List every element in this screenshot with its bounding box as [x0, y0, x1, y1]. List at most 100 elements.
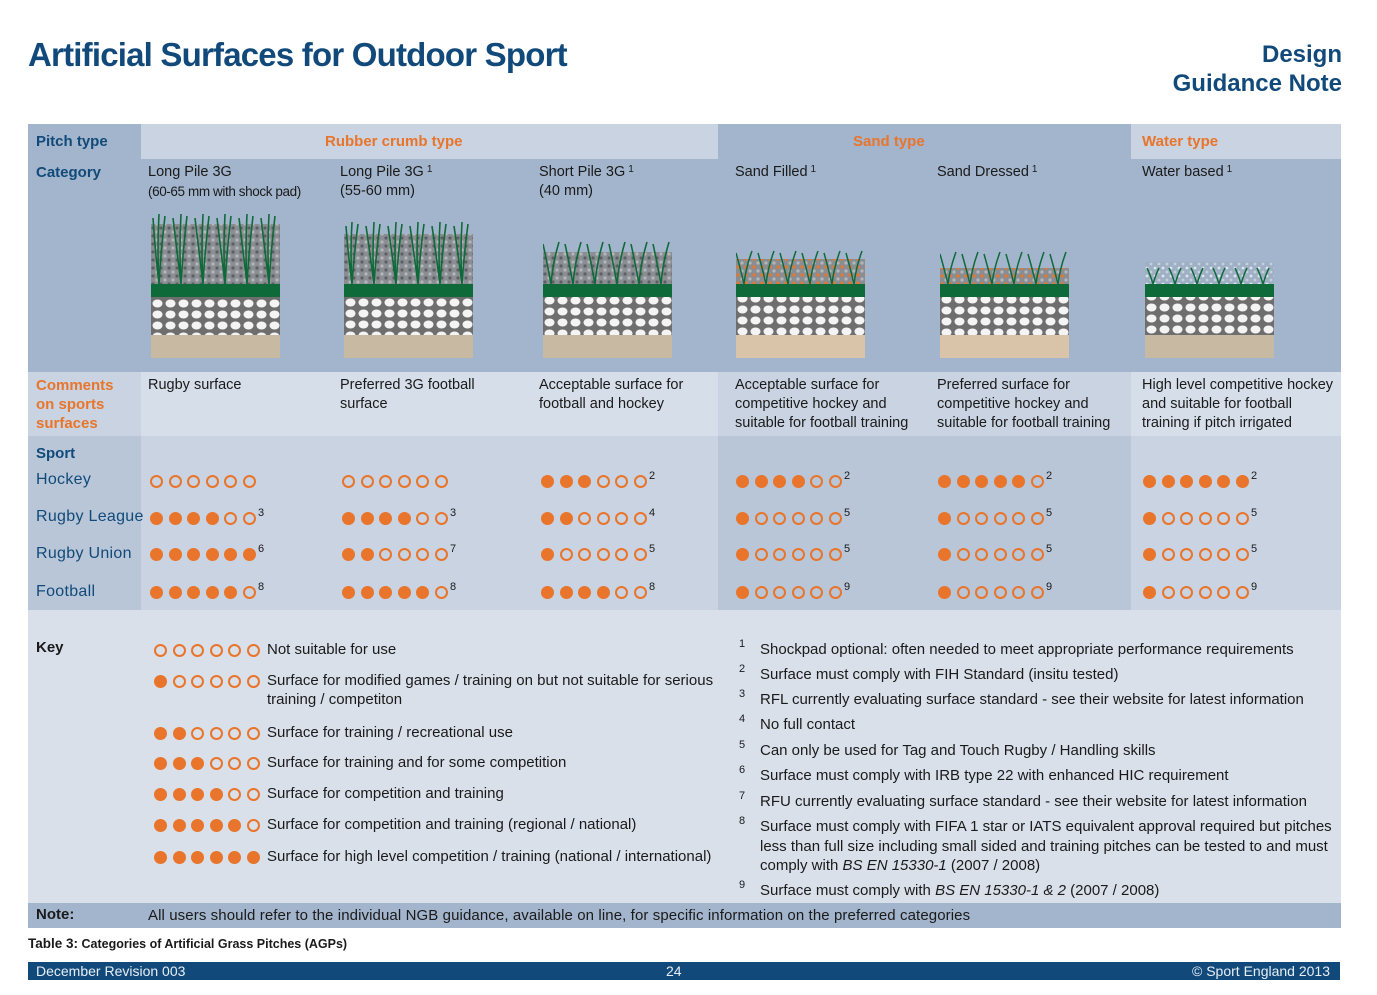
rating-cell: 5: [1143, 507, 1258, 526]
category-name: Sand Filled: [735, 164, 808, 180]
rating-dot-empty: [1030, 547, 1044, 561]
category-heading-2: Long Pile 3G 1 (55-60 mm): [340, 163, 432, 201]
category-footnote-ref: 1: [1031, 164, 1038, 175]
rating-dot-filled: [379, 511, 392, 525]
rating-dot-empty: [1030, 511, 1044, 525]
rating-dot-empty: [754, 511, 768, 525]
rating-dot-filled: [342, 585, 355, 599]
rating-dot-filled: [541, 511, 554, 525]
rating-dot-empty: [360, 474, 374, 488]
rating-dot-empty: [228, 756, 241, 770]
rating-dot-empty: [993, 547, 1007, 561]
sport-rows-bg-left: [28, 436, 141, 610]
rating-dot-empty: [956, 511, 970, 525]
rating-dot-filled: [209, 787, 223, 801]
footnote-text: No full contact: [760, 716, 856, 733]
footnote-number: 2: [739, 663, 746, 675]
rating-dot-filled: [172, 726, 186, 740]
rating-dot-empty: [172, 643, 186, 657]
rating-dot-filled: [168, 585, 182, 599]
rating-dot-filled: [172, 756, 186, 770]
rating-dot-empty: [1012, 547, 1025, 561]
rating-dot-empty: [828, 585, 842, 599]
rating-dot-empty: [1012, 511, 1025, 525]
rating-dot-filled: [938, 474, 951, 488]
rating-cell: 5: [938, 507, 1053, 526]
rating-cell: 8: [541, 581, 655, 600]
rating-dot-filled: [1217, 474, 1230, 488]
rating-cell: 2: [938, 470, 1052, 489]
rating-dot-filled: [154, 787, 167, 801]
rating-footnote-ref: 8: [258, 581, 265, 593]
note-bar: Note: All users should refer to the indi…: [28, 903, 1341, 928]
rating-dot-filled: [1180, 474, 1193, 488]
rating-dot-filled: [172, 818, 186, 832]
page-number: 24: [666, 963, 682, 979]
rating-dot-filled: [938, 547, 951, 561]
caption-text: Categories of Artificial Grass Pitches (…: [78, 937, 348, 951]
rating-cell: [342, 473, 453, 489]
rating-dot-empty: [379, 474, 392, 488]
rating-dot-filled: [187, 547, 200, 561]
rating-dot-empty: [791, 511, 805, 525]
rating-dot-filled: [228, 850, 241, 864]
rating-dot-empty: [975, 511, 988, 525]
rating-dot-filled: [541, 585, 554, 599]
rating-dot-empty: [224, 474, 237, 488]
rating-dot-empty: [434, 547, 448, 561]
rating-cell: 6: [150, 543, 264, 562]
footnote-number: 7: [739, 790, 746, 802]
rating-cell: 9: [1143, 581, 1257, 600]
category-heading-1: Long Pile 3G (60-65 mm with shock pad): [148, 163, 301, 202]
sport-rugby-league: Rugby League: [36, 508, 144, 525]
rating-dot-filled: [736, 474, 749, 488]
rating-dot-empty: [791, 585, 805, 599]
rating-dot-filled: [172, 850, 186, 864]
footnote-text: Surface must comply with FIFA 1 star or …: [760, 818, 1332, 874]
rating-dot-empty: [242, 511, 256, 525]
footnote-number: 1: [739, 638, 746, 650]
key-rating: [154, 673, 265, 689]
rating-dot-empty: [168, 474, 182, 488]
key-label: Key: [36, 639, 64, 656]
rating-dot-filled: [187, 511, 200, 525]
note-text: All users should refer to the individual…: [148, 907, 971, 924]
group-water: Water type: [1142, 133, 1219, 150]
rating-dot-empty: [1198, 511, 1212, 525]
rating-dot-filled: [379, 585, 392, 599]
table-caption: Table 3: Categories of Artificial Grass …: [28, 936, 347, 951]
note-label: Note:: [36, 906, 75, 923]
category-heading-5: Sand Dressed 1: [937, 163, 1037, 182]
rating-dot-empty: [205, 474, 219, 488]
rating-footnote-ref: 5: [1251, 507, 1258, 519]
rating-dot-empty: [246, 818, 260, 832]
comment-6: High level competitive hockey and suitab…: [1142, 377, 1334, 431]
rating-dot-empty: [172, 674, 186, 688]
rating-dot-empty: [754, 585, 768, 599]
water-group-bg: [1131, 124, 1341, 159]
rating-dot-filled: [736, 511, 749, 525]
rating-footnote-ref: 5: [1046, 507, 1053, 519]
rating-dot-filled: [154, 726, 167, 740]
rating-dot-empty: [150, 474, 163, 488]
rating-dot-filled: [559, 511, 573, 525]
rating-dot-empty: [434, 585, 448, 599]
rating-cell: 3: [150, 507, 264, 526]
rating-dot-filled: [938, 511, 951, 525]
category-footnote-ref: 1: [426, 164, 433, 175]
rating-dot-empty: [615, 547, 628, 561]
key-rating: [154, 725, 265, 741]
rating-footnote-ref: 5: [1046, 543, 1053, 555]
key-description: Not suitable for use: [267, 641, 397, 658]
rating-dot-filled: [209, 850, 223, 864]
rating-dot-filled: [541, 474, 554, 488]
footnote-number: 5: [739, 739, 746, 751]
sport-label: Sport: [36, 445, 76, 462]
rating-dot-empty: [1180, 547, 1193, 561]
rating-dot-filled: [150, 585, 163, 599]
category-label: Category: [36, 164, 102, 181]
sport-football: Football: [36, 583, 96, 600]
rating-cell: 5: [541, 543, 655, 562]
rating-dot-filled: [578, 585, 591, 599]
footnote-text: Surface must comply with IRB type 22 wit…: [760, 767, 1229, 784]
